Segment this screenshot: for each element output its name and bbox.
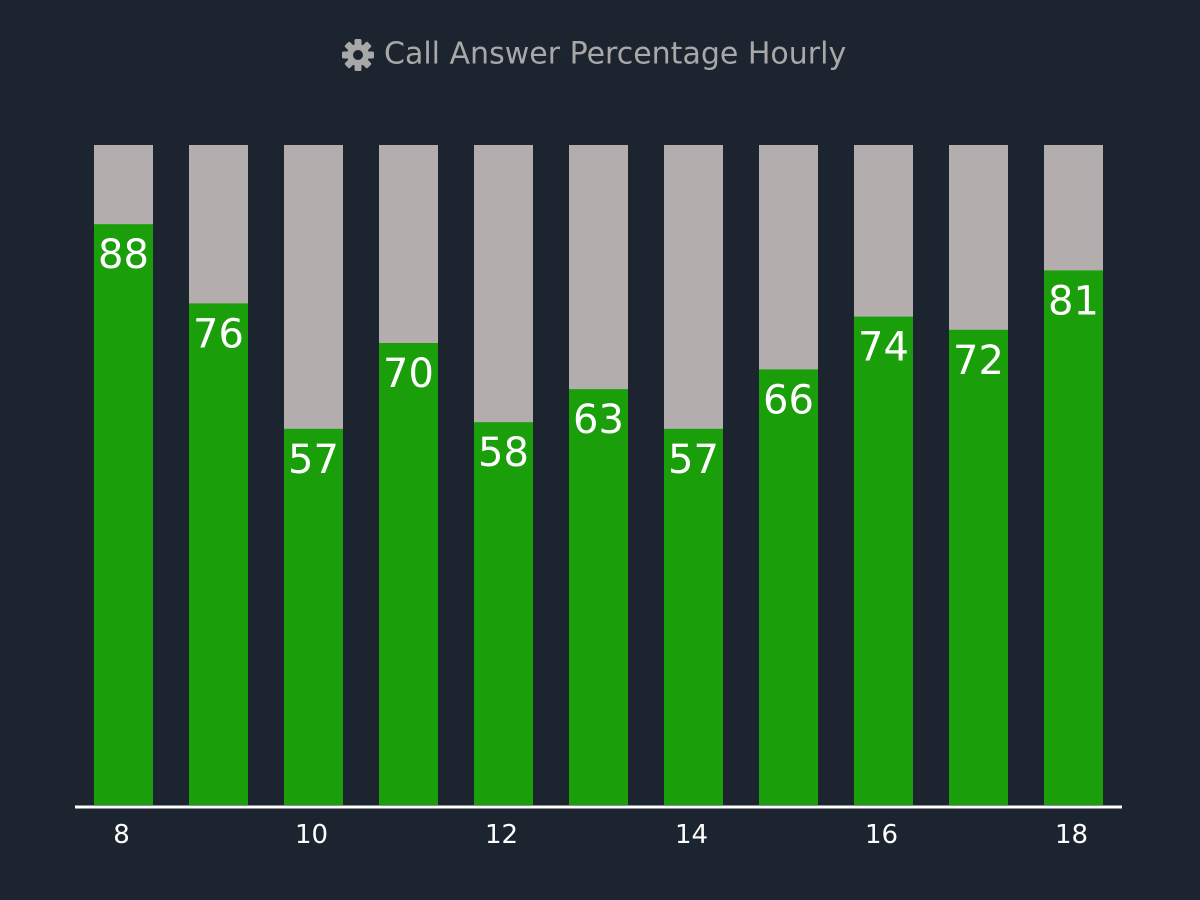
value-label: 81	[1048, 278, 1099, 324]
gear-icon	[342, 39, 374, 71]
value-label: 70	[383, 351, 434, 397]
bar	[569, 389, 628, 805]
chart-title: Call Answer Percentage Hourly	[384, 37, 846, 72]
bar	[189, 303, 248, 805]
bar	[94, 224, 153, 805]
x-tick-label: 14	[675, 820, 708, 850]
x-tick-label: 8	[113, 820, 130, 850]
bar	[284, 428, 343, 805]
bar	[759, 369, 818, 805]
value-label: 58	[478, 430, 529, 476]
value-label: 74	[858, 325, 909, 371]
value-label: 63	[573, 397, 624, 443]
value-label: 88	[98, 232, 149, 278]
x-tick-label: 12	[485, 820, 518, 850]
bar	[664, 428, 723, 805]
value-label: 57	[288, 437, 339, 483]
x-tick-label: 16	[865, 820, 898, 850]
x-tick-label: 18	[1055, 820, 1088, 850]
x-tick-label: 10	[295, 820, 328, 850]
value-label: 57	[668, 437, 719, 483]
bar	[949, 329, 1008, 805]
bar	[1044, 270, 1103, 805]
value-label: 76	[193, 311, 244, 357]
bar	[474, 422, 533, 805]
bar	[854, 316, 913, 805]
value-label: 72	[953, 338, 1004, 384]
bar	[379, 343, 438, 805]
value-label: 66	[763, 377, 814, 423]
